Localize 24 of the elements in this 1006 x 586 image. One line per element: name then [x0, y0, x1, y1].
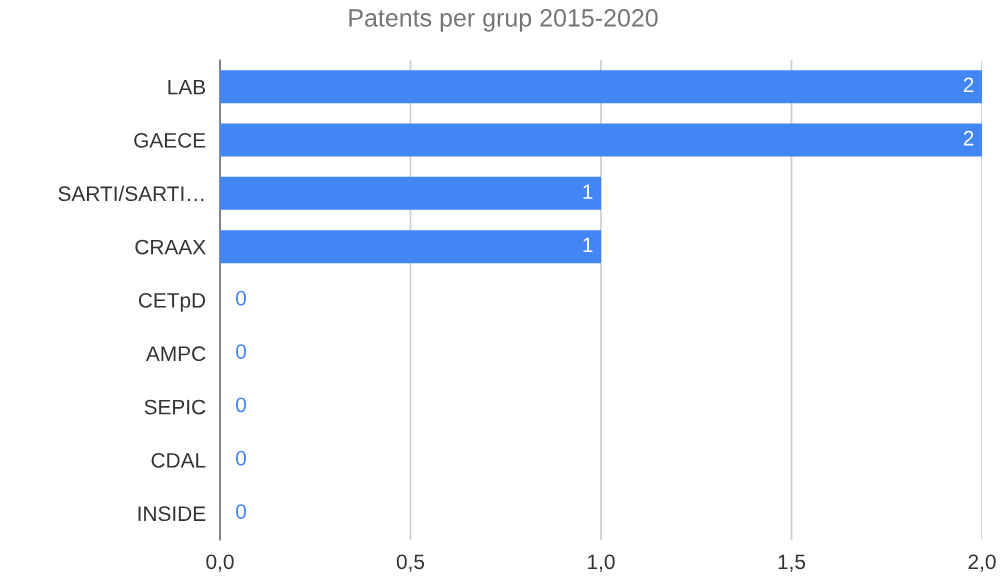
x-tick-label: 1,5 — [778, 554, 806, 572]
data-label: 0 — [236, 344, 247, 359]
data-label: 0 — [236, 504, 247, 519]
data-label: 1 — [583, 237, 593, 253]
y-tick-label: AMPC — [145, 346, 206, 362]
data-label: 0 — [236, 450, 247, 466]
x-tick-label: 0,0 — [206, 554, 234, 572]
data-label: 1 — [583, 184, 593, 199]
data-label: 2 — [963, 130, 974, 146]
chart-title: Patents per grup 2015-2020 — [349, 9, 658, 32]
y-tick-label: SEPIC — [144, 399, 206, 415]
data-label: 0 — [236, 397, 247, 413]
y-tick-label: SARTI/SARTI… — [58, 185, 204, 202]
y-tick-label: GAECE — [134, 133, 206, 148]
y-tick-label: LAB — [168, 79, 206, 95]
data-label: 0 — [236, 290, 247, 306]
data-label: 2 — [963, 77, 974, 93]
x-tick-label: 2,0 — [968, 554, 996, 572]
x-tick-label: 1,0 — [588, 554, 615, 572]
x-tick-label: 0,5 — [396, 554, 425, 572]
y-tick-label: CRAAX — [135, 239, 206, 255]
y-tick-label: INSIDE — [138, 506, 206, 522]
y-tick-label: CETpD — [138, 293, 206, 312]
y-tick-label: CDAL — [151, 453, 206, 468]
